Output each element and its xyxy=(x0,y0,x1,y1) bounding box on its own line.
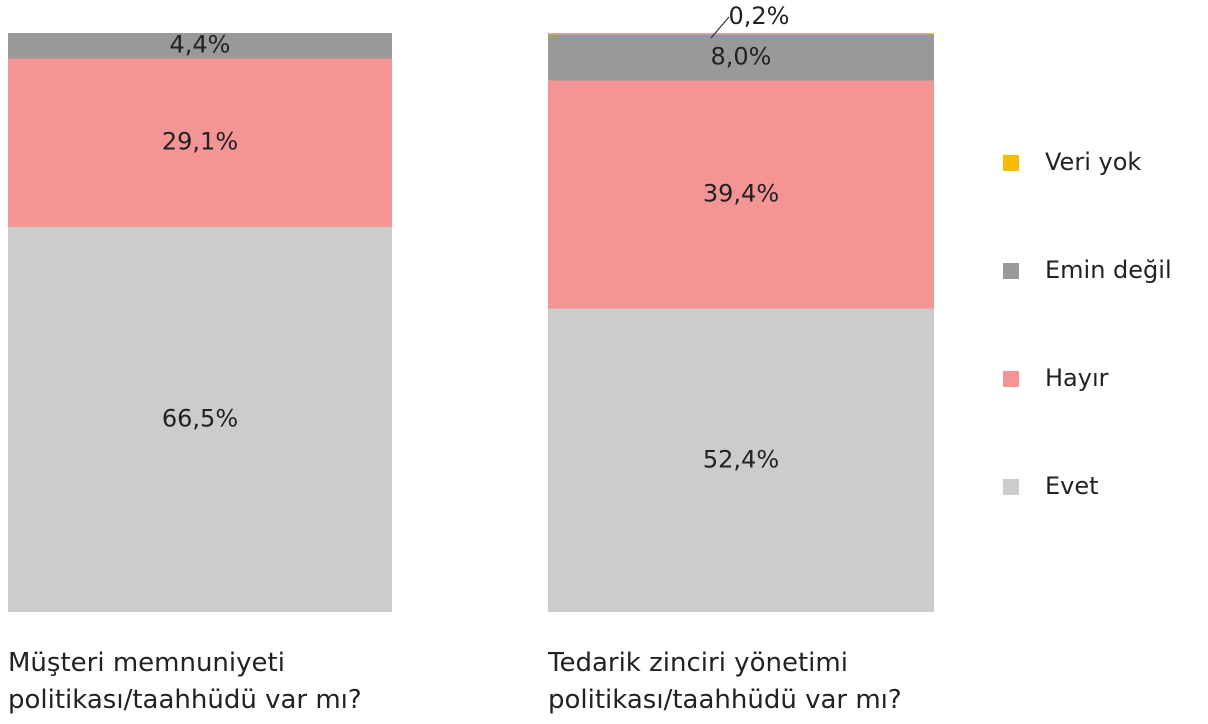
legend-label: Emin değil xyxy=(1045,256,1172,284)
value-label: 4,4% xyxy=(170,31,231,59)
value-label: 52,4% xyxy=(703,445,779,473)
bar-segment xyxy=(548,33,934,35)
legend-label: Evet xyxy=(1045,472,1099,500)
legend-swatch xyxy=(1003,371,1019,387)
legend-swatch xyxy=(1003,155,1019,171)
legend-swatch xyxy=(1003,263,1019,279)
bar-segment xyxy=(8,33,392,59)
bar-segment xyxy=(8,226,392,612)
value-label: 29,1% xyxy=(162,128,238,156)
value-label: 0,2% xyxy=(729,2,790,30)
value-label: 8,0% xyxy=(711,42,772,70)
legend-label: Hayır xyxy=(1045,364,1109,392)
bar-segment xyxy=(8,58,392,227)
legend-label: Veri yok xyxy=(1045,148,1141,176)
category-label: Tedarik zinciri yönetimi politikası/taah… xyxy=(548,648,902,715)
legend-swatch xyxy=(1003,479,1019,495)
bar-segment xyxy=(548,80,934,309)
leader-line xyxy=(710,16,730,39)
value-label: 39,4% xyxy=(703,180,779,208)
value-label: 66,5% xyxy=(162,404,238,432)
bar-segment xyxy=(548,34,934,81)
category-label: Müşteri memnuniyeti politikası/taahhüdü … xyxy=(8,648,362,715)
bar-segment xyxy=(548,308,934,612)
